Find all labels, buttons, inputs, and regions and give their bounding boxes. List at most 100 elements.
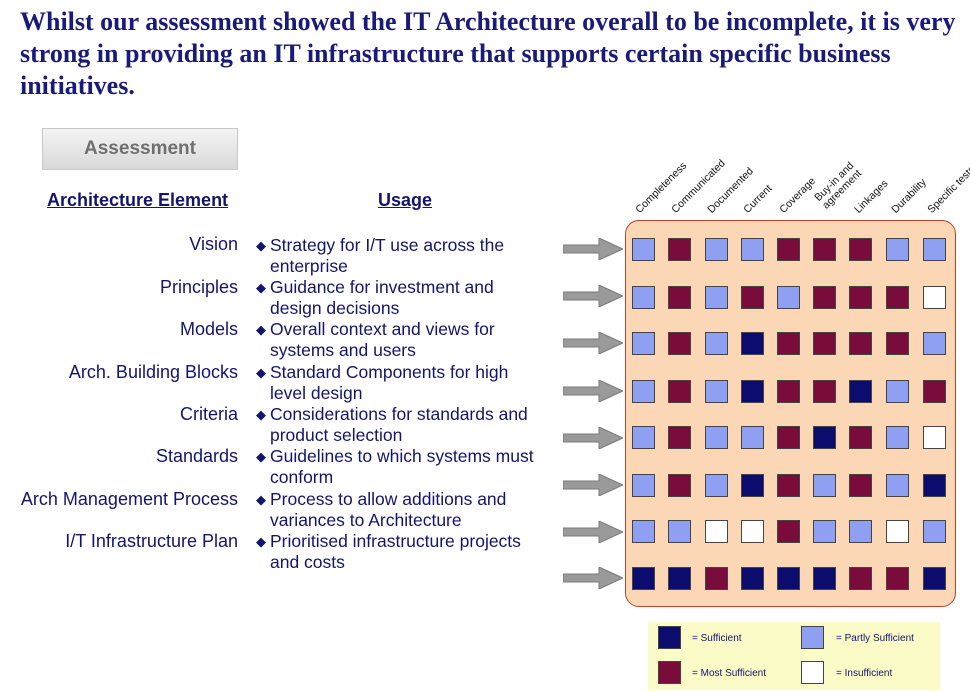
usage-header: Usage — [378, 190, 433, 210]
matrix-cell — [705, 380, 728, 403]
matrix-cell — [849, 567, 872, 590]
matrix-cell — [777, 520, 800, 543]
element-label: Standards — [155, 446, 238, 466]
usage-item: ◆ Guidance for investment and design dec… — [256, 277, 566, 319]
criterion-label: Current — [741, 182, 775, 216]
matrix-cell — [813, 426, 836, 449]
matrix-cell — [632, 567, 655, 590]
matrix-cell — [849, 474, 872, 497]
matrix-cell — [705, 332, 728, 355]
matrix-cell — [923, 474, 946, 497]
element-label: Models — [179, 319, 238, 339]
bullet-icon: ◆ — [256, 365, 266, 380]
legend: = Sufficient = Partly Sufficient = Most … — [648, 622, 940, 690]
matrix-cell — [668, 474, 691, 497]
criterion-label: Specific tests — [925, 163, 970, 216]
matrix-cell — [923, 332, 946, 355]
legend-swatch-sufficient — [658, 626, 681, 649]
bullet-icon: ◆ — [256, 407, 266, 422]
arrow-right-icon — [563, 567, 623, 589]
matrix-cell — [813, 332, 836, 355]
usage-line: product selection — [270, 425, 403, 445]
matrix-cell — [886, 520, 909, 543]
matrix-cell — [777, 474, 800, 497]
usage-line: conform — [270, 467, 334, 487]
usage-line: design decisions — [270, 298, 400, 318]
usage-line: Guidelines to which systems must — [270, 446, 534, 466]
matrix-cell — [849, 286, 872, 309]
arrow-right-icon — [563, 521, 623, 543]
matrix-cell — [741, 520, 764, 543]
bullet-icon: ◆ — [256, 449, 266, 464]
matrix-cell — [632, 286, 655, 309]
assessment-matrix — [625, 220, 956, 607]
bullet-icon: ◆ — [256, 534, 266, 549]
usage-line: Strategy for I/T use across the — [270, 235, 505, 255]
legend-swatch-most-sufficient — [658, 661, 681, 684]
usage-item: ◆ Prioritised infrastructure projects an… — [256, 531, 566, 573]
matrix-cell — [632, 380, 655, 403]
matrix-cell — [705, 238, 728, 261]
element-label: Vision — [189, 234, 238, 254]
matrix-cell — [741, 332, 764, 355]
usage-line: enterprise — [270, 256, 348, 276]
matrix-cell — [813, 238, 836, 261]
matrix-cell — [668, 332, 691, 355]
element-label: Principles — [159, 277, 238, 297]
usage-item: ◆ Overall context and views for systems … — [256, 319, 566, 361]
matrix-cell — [777, 238, 800, 261]
matrix-cell — [813, 286, 836, 309]
matrix-cell — [668, 238, 691, 261]
element-label: Criteria — [179, 404, 238, 424]
matrix-cell — [668, 567, 691, 590]
matrix-cell — [668, 380, 691, 403]
arrow-right-icon — [563, 332, 623, 354]
matrix-cell — [632, 332, 655, 355]
matrix-cell — [705, 286, 728, 309]
matrix-cell — [923, 567, 946, 590]
matrix-cell — [705, 426, 728, 449]
legend-swatch-insufficient — [801, 661, 824, 684]
arrow-right-icon — [563, 285, 623, 307]
usage-item: ◆ Guidelines to which systems must confo… — [256, 446, 566, 488]
matrix-cell — [886, 286, 909, 309]
usage-line: level design — [270, 383, 363, 403]
matrix-cell — [849, 380, 872, 403]
matrix-cell — [705, 567, 728, 590]
arrow-right-icon — [563, 427, 623, 449]
architecture-element-header: Architecture Element — [47, 190, 229, 210]
matrix-cell — [849, 238, 872, 261]
usage-line: Considerations for standards and — [270, 404, 528, 424]
legend-swatch-partly-sufficient — [801, 626, 824, 649]
matrix-cell — [849, 520, 872, 543]
matrix-cell — [923, 286, 946, 309]
matrix-cell — [813, 567, 836, 590]
matrix-cell — [741, 238, 764, 261]
matrix-cell — [632, 426, 655, 449]
bullet-icon: ◆ — [256, 280, 266, 295]
usage-line: Prioritised infrastructure projects — [270, 531, 521, 551]
matrix-cell — [923, 520, 946, 543]
usage-line: systems and users — [270, 340, 416, 360]
matrix-cell — [741, 380, 764, 403]
bullet-icon: ◆ — [256, 492, 266, 507]
element-label: Arch. Building Blocks — [68, 362, 238, 382]
legend-label-insufficient: = Insufficient — [836, 668, 893, 679]
matrix-cell — [886, 380, 909, 403]
usage-item: ◆ Standard Components for high level des… — [256, 362, 566, 404]
matrix-cell — [632, 238, 655, 261]
matrix-cell — [741, 567, 764, 590]
bullet-icon: ◆ — [256, 238, 266, 253]
matrix-cell — [741, 474, 764, 497]
matrix-cell — [668, 426, 691, 449]
matrix-cell — [886, 332, 909, 355]
usage-item: ◆ Strategy for I/T use across the enterp… — [256, 235, 566, 277]
legend-label-most-sufficient: = Most Sufficient — [692, 668, 767, 679]
matrix-cell — [813, 380, 836, 403]
assessment-button[interactable]: Assessment — [42, 128, 238, 170]
legend-label-partly-sufficient: = Partly Sufficient — [836, 633, 914, 644]
matrix-cell — [886, 474, 909, 497]
headline: Whilst our assessment showed the IT Arch… — [20, 7, 956, 100]
usage-item: ◆ Considerations for standards and produ… — [256, 404, 566, 446]
matrix-cell — [886, 567, 909, 590]
